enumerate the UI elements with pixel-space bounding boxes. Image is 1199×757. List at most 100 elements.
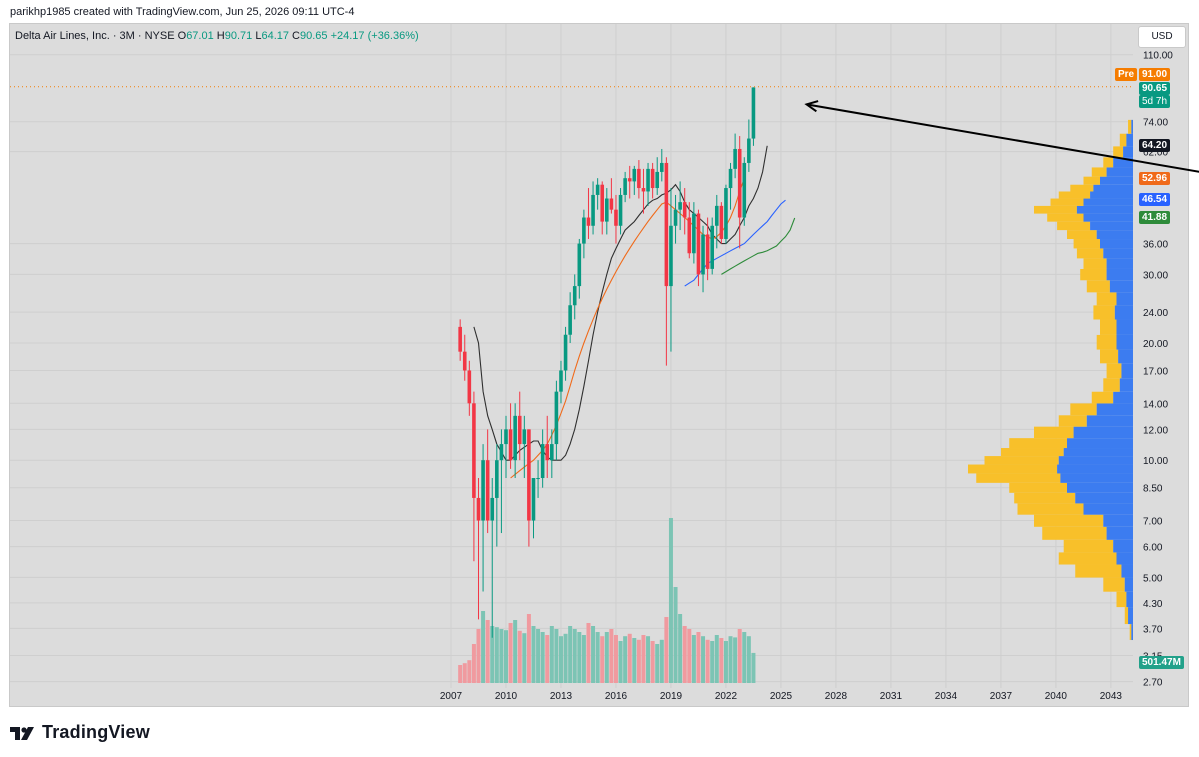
annotations (10, 86, 1199, 173)
candle-body (614, 209, 618, 226)
time-tick-label: 2016 (605, 691, 628, 702)
candle-body (742, 162, 747, 218)
time-axis: 2007 2010 2013 2016 2019 2022 2025 2028 2031 2034… (440, 691, 1123, 702)
price-tick-label: 2.70 (1143, 678, 1163, 689)
volume-bar (595, 632, 600, 683)
candle-body (467, 370, 472, 404)
profile-bar-down (984, 456, 1059, 465)
volume-bar (714, 635, 719, 683)
profile-bar-down (1076, 248, 1104, 259)
volume-bar (591, 626, 596, 683)
candle-body (545, 444, 550, 461)
candle-body (495, 460, 499, 498)
profile-bar-down (1075, 564, 1122, 578)
change-value: +24.17 (+36.36%) (330, 30, 419, 42)
profile-bar-up (1119, 378, 1133, 392)
candle-body (733, 148, 737, 169)
profile-bar-up (1106, 167, 1133, 177)
volume-bar (586, 623, 591, 683)
candle-body (522, 429, 527, 445)
profile-bar-up (1103, 248, 1133, 259)
volume-bar (701, 636, 706, 683)
profile-bar-up (1083, 198, 1133, 206)
profile-bar-down (1113, 146, 1124, 158)
candle-body (591, 194, 595, 226)
profile-bar-down (1034, 426, 1074, 439)
candle-body (481, 460, 485, 521)
volume-bar (522, 633, 527, 683)
profile-bar-down (1100, 349, 1119, 364)
time-tick-label: 2037 (990, 691, 1013, 702)
profile-bar-down (1103, 157, 1114, 168)
volume-bar (494, 627, 499, 683)
volume-bar (568, 626, 573, 683)
profile-bar-up (1083, 503, 1133, 515)
candle-body (751, 87, 756, 139)
volume-bar (517, 630, 522, 683)
low-label: L (255, 30, 262, 42)
ma-line-ma_fast (473, 145, 768, 461)
profile-bar-down (1080, 268, 1107, 281)
candle-body (472, 403, 476, 498)
candle-body (618, 194, 623, 226)
profile-bar-up (1106, 268, 1133, 281)
volume-bar (499, 629, 504, 683)
profile-bar-down (1042, 526, 1107, 540)
profile-bar-down (1128, 119, 1132, 134)
currency-button[interactable]: USD (1138, 26, 1186, 48)
candle-body (623, 178, 627, 195)
candle-body (508, 429, 513, 461)
candle-body (605, 198, 609, 222)
candle-body (490, 497, 495, 521)
volume-bar (604, 632, 609, 683)
profile-bar-up (1075, 492, 1133, 504)
profile-bar-down (1103, 378, 1120, 392)
profile-bar-down (1091, 391, 1114, 404)
candle-body (527, 429, 531, 521)
volume-bar (526, 614, 531, 683)
countdown-badge: 5d 7h (1139, 95, 1171, 108)
profile-bar-up (1126, 591, 1133, 608)
candle-body (669, 225, 673, 287)
candle-body (714, 205, 719, 226)
volume-bar (641, 635, 646, 683)
volume-bar (549, 626, 554, 683)
time-tick-label: 2025 (770, 691, 793, 702)
symbol-name: Delta Air Lines, Inc. · 3M · NYSE (15, 30, 175, 42)
time-tick-label: 2040 (1045, 691, 1068, 702)
candle-body (682, 202, 687, 218)
candle-body (737, 148, 742, 218)
profile-bar-down (1086, 280, 1110, 293)
candle-body (728, 168, 733, 189)
time-tick-label: 2019 (660, 691, 683, 702)
profile-bar-up (1073, 426, 1133, 439)
profile-bar-up (1067, 438, 1133, 449)
volume-bar (536, 629, 541, 683)
candle-body (664, 162, 669, 287)
price-tick-label: 5.00 (1143, 573, 1163, 584)
candle-body (659, 162, 664, 172)
profile-bar-down (1063, 539, 1114, 553)
candle-body (632, 168, 637, 182)
candle-body (687, 217, 692, 254)
volume-bar (650, 641, 655, 683)
candle-body (559, 370, 563, 392)
candle-body (531, 478, 536, 521)
profile-bar-down (1124, 607, 1129, 625)
tradingview-logo-text: TradingView (42, 722, 150, 742)
candle-body (462, 351, 467, 371)
candle-body (563, 334, 568, 371)
candle-body (504, 429, 508, 445)
close-label: C (292, 30, 300, 42)
volume-bar (646, 636, 651, 683)
volume-bar (627, 633, 632, 683)
footer-brand[interactable]: TradingView (10, 722, 150, 743)
profile-bar-down (1106, 363, 1122, 379)
last-price-badge: 90.65 (1139, 82, 1171, 95)
symbol-legend[interactable]: Delta Air Lines, Inc. · 3M · NYSE O67.01… (15, 30, 419, 42)
volume-bar (655, 644, 660, 683)
profile-bar-down (1001, 448, 1064, 457)
profile-bar-down (1070, 184, 1094, 192)
profile-bar-up (1090, 191, 1133, 199)
